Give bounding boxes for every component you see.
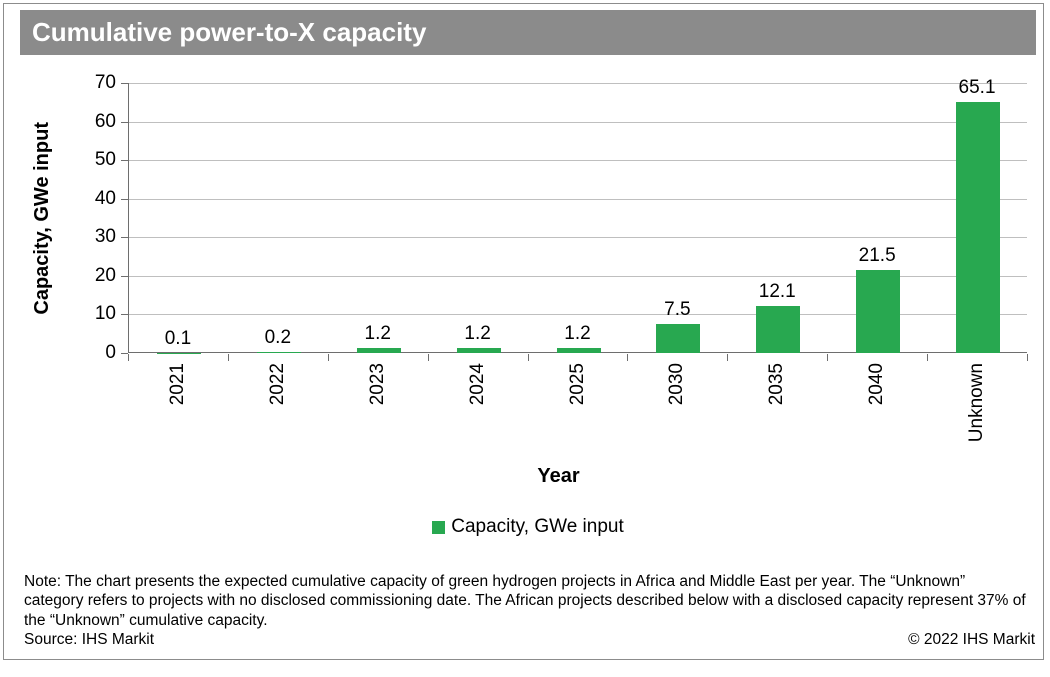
x-category-label-Unknown: Unknown: [966, 363, 988, 443]
gridline-y-50: [129, 160, 1027, 162]
x-category-label-2022: 2022: [266, 363, 288, 406]
gridline-y-60: [129, 121, 1027, 123]
bar-value-label-2025: 1.2: [564, 323, 591, 345]
bar-value-label-Unknown: 65.1: [958, 76, 996, 98]
x-tick-mark-5: [627, 354, 629, 361]
legend-label: Capacity, GWe input: [451, 516, 624, 537]
y-tick-label-10: 10: [94, 303, 116, 325]
chart-title-bar: Cumulative power-to-X capacity: [20, 10, 1036, 55]
note-text: Note: The chart presents the expected cu…: [24, 573, 1026, 629]
bar-2040: [856, 270, 901, 353]
y-tick-mark-70: [121, 83, 128, 84]
y-tick-label-40: 40: [94, 187, 116, 209]
y-tick-label-60: 60: [94, 110, 116, 132]
gridline-y-40: [129, 198, 1027, 200]
chart-title: Cumulative power-to-X capacity: [32, 17, 427, 47]
y-tick-label-0: 0: [105, 342, 116, 363]
gridline-y-20: [129, 275, 1027, 277]
gridline-y-70: [129, 83, 1027, 84]
gridline-y-30: [129, 237, 1027, 239]
x-category-label-2030: 2030: [666, 363, 688, 406]
y-tick-label-30: 30: [94, 226, 116, 248]
bar-value-label-2022: 0.2: [264, 327, 292, 349]
x-tick-mark-8: [927, 354, 929, 361]
bar-value-label-2035: 12.1: [758, 281, 796, 303]
x-category-label-2024: 2024: [466, 363, 488, 406]
bar-value-label-2040: 21.5: [858, 245, 896, 267]
bar-value-label-2023: 1.2: [364, 323, 391, 345]
bar-value-label-2030: 7.5: [664, 299, 691, 321]
x-category-label-2021: 2021: [166, 363, 188, 406]
bar-value-label-2021: 0.1: [164, 327, 192, 349]
x-category-label-2023: 2023: [366, 363, 388, 406]
bar-2030: [656, 324, 701, 353]
x-axis-title: Year: [537, 465, 580, 487]
y-tick-mark-0: [121, 353, 128, 354]
y-tick-mark-60: [121, 121, 128, 123]
y-tick-mark-30: [121, 237, 128, 239]
bar-2023: [356, 348, 401, 353]
x-category-label-2025: 2025: [566, 363, 588, 406]
bar-2024: [456, 348, 501, 353]
y-tick-label-20: 20: [94, 264, 116, 286]
x-tick-mark-7: [827, 354, 829, 361]
chart-figure: Cumulative power-to-X capacity Capacity,…: [3, 3, 1044, 660]
x-category-label-2040: 2040: [866, 363, 888, 406]
x-tick-mark-3: [427, 354, 429, 361]
x-tick-mark-4: [527, 354, 529, 361]
bar-Unknown: [956, 101, 1001, 353]
copyright-text: © 2022 IHS Markit: [908, 631, 1035, 648]
source-text: Source: IHS Markit: [24, 631, 155, 649]
bar-value-label-2024: 1.2: [464, 323, 491, 345]
y-tick-mark-20: [121, 275, 128, 277]
x-tick-mark-2: [327, 354, 329, 361]
gridline-y-10: [129, 314, 1027, 316]
legend: Capacity, GWe input: [20, 515, 1036, 539]
legend-swatch: [432, 520, 446, 534]
bar-2025: [556, 348, 601, 353]
bar-2022: [256, 352, 301, 353]
y-tick-label-70: 70: [94, 72, 116, 93]
plot-area: [128, 83, 1027, 353]
y-tick-label-50: 50: [94, 149, 116, 171]
x-tick-mark-9: [1027, 354, 1028, 361]
x-tick-mark-0: [128, 354, 129, 361]
footer-block: Note: The chart presents the expected cu…: [24, 572, 1028, 650]
x-category-label-2035: 2035: [766, 363, 788, 406]
y-tick-mark-10: [121, 314, 128, 316]
y-tick-mark-40: [121, 198, 128, 200]
y-tick-mark-50: [121, 160, 128, 162]
x-tick-mark-6: [727, 354, 729, 361]
x-tick-mark-1: [227, 354, 229, 361]
bar-2035: [756, 306, 801, 353]
